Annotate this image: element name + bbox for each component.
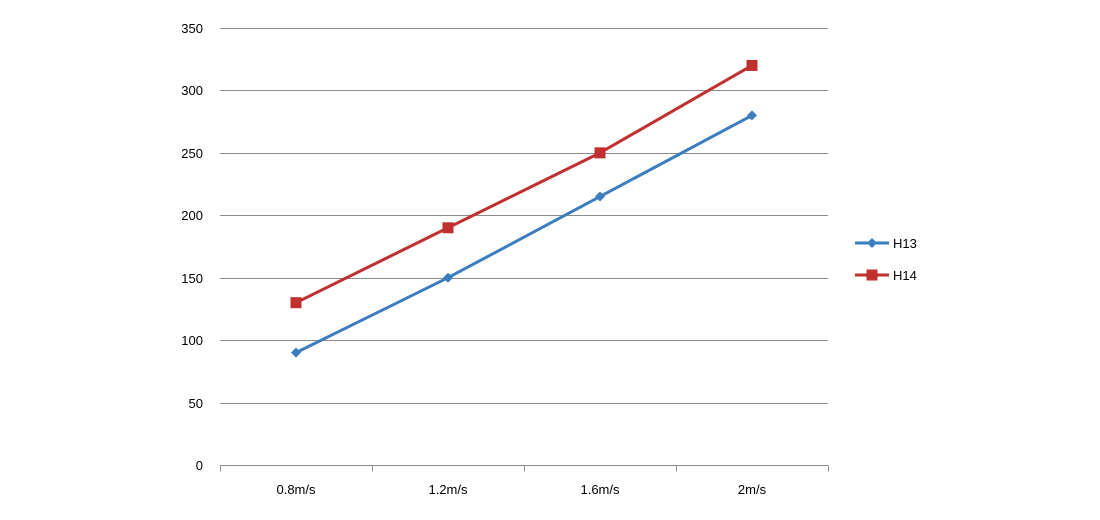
y-tick-label: 300 <box>181 83 203 98</box>
legend-marker <box>866 269 878 281</box>
data-point-h13 <box>595 191 605 202</box>
legend: H13 H14 <box>855 236 917 283</box>
y-tick-label: 100 <box>181 333 203 348</box>
data-point-h14 <box>746 59 758 71</box>
x-tick-label: 1.6m/s <box>580 482 620 497</box>
series-line-h14 <box>294 63 754 305</box>
legend-item-h14: H14 <box>855 268 917 283</box>
data-point-h14 <box>290 297 302 309</box>
legend-marker <box>867 238 877 248</box>
data-point-h14 <box>442 222 454 234</box>
legend-item-h13: H13 <box>855 236 917 251</box>
x-tick-label: 0.8m/s <box>276 482 316 497</box>
grid-lines <box>220 28 828 404</box>
x-tick-label: 2m/s <box>738 482 767 497</box>
series-h14 <box>290 59 758 309</box>
data-point-h13 <box>747 110 757 121</box>
data-point-h13 <box>443 272 453 283</box>
legend-label: H14 <box>893 268 917 283</box>
data-point-h13 <box>291 347 301 358</box>
series-h13 <box>291 110 757 358</box>
y-tick-label: 350 <box>181 21 203 36</box>
x-tick-label: 1.2m/s <box>428 482 468 497</box>
y-tick-label: 150 <box>181 271 203 286</box>
y-tick-label: 0 <box>196 458 203 473</box>
legend-label: H13 <box>893 236 917 251</box>
y-tick-label: 250 <box>181 146 203 161</box>
series-line-h13 <box>294 113 754 355</box>
axes: 0 50 100 150 200 250 300 350 0.8m/s 1.2m/s 1.6m/s 2… <box>181 21 829 497</box>
data-point-h14 <box>594 147 606 159</box>
series-lines <box>290 59 758 358</box>
y-tick-label: 200 <box>181 208 203 223</box>
y-tick-label: 50 <box>189 396 203 411</box>
